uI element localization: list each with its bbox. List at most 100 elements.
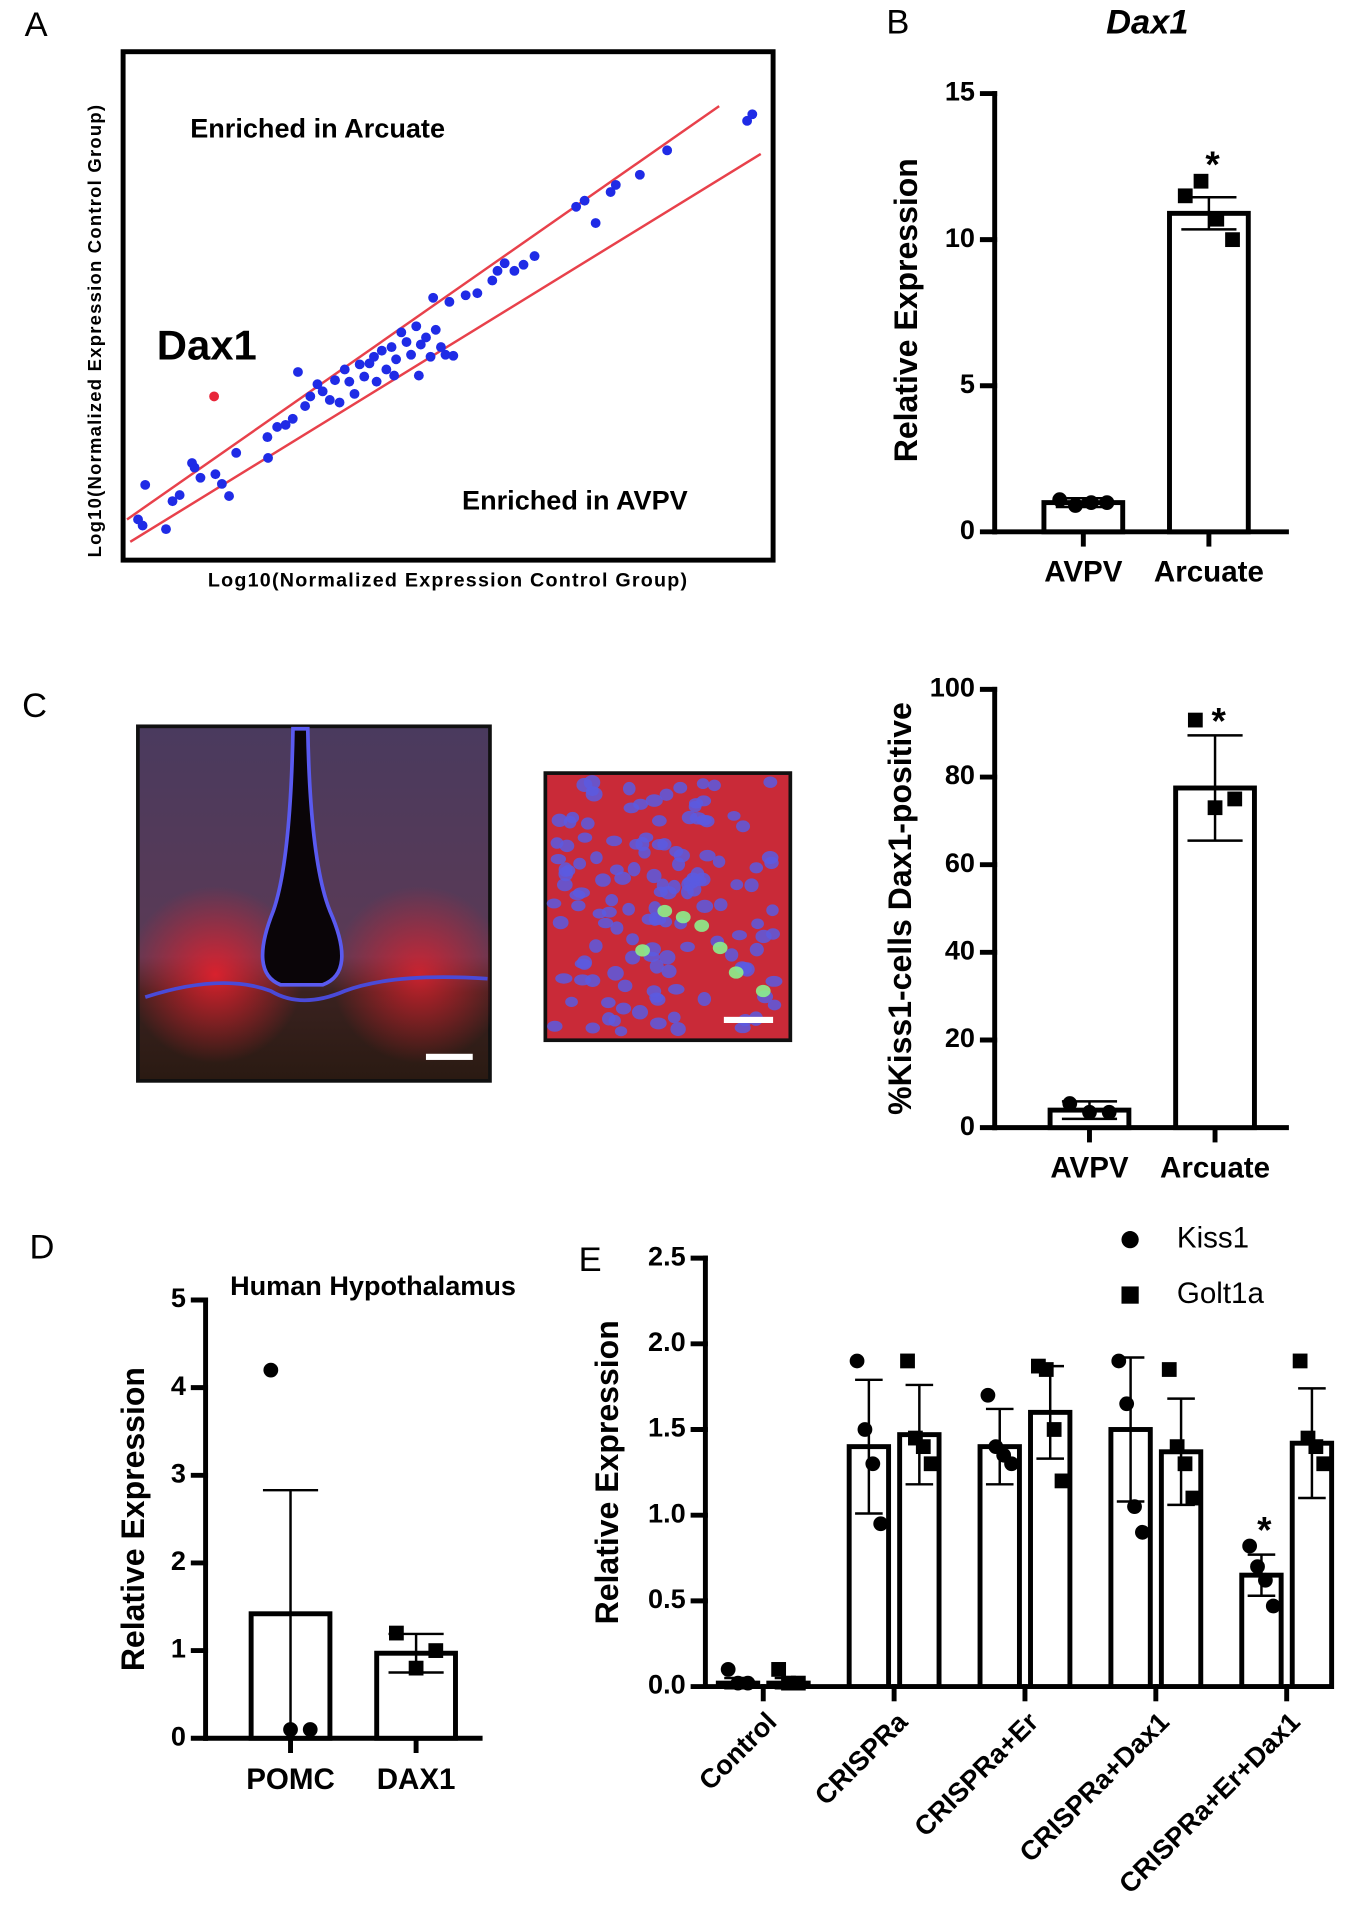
data-point (448, 350, 459, 361)
data-point (579, 195, 590, 206)
data-point (430, 324, 441, 335)
y-tick-label: 0.0 (648, 1669, 686, 1700)
data-point (428, 1643, 444, 1658)
data-point (280, 419, 291, 430)
data-point (915, 1439, 931, 1455)
nucleus (649, 959, 664, 974)
y-tick-label: 0 (171, 1720, 186, 1751)
data-point (499, 258, 510, 269)
labeled-cell (712, 941, 728, 955)
data-point (492, 265, 503, 276)
nucleus (546, 898, 562, 909)
data-point (272, 421, 283, 432)
nucleus (646, 868, 662, 884)
nucleus (629, 839, 643, 850)
nucleus (659, 950, 676, 965)
nucleus (766, 928, 780, 940)
data-point (300, 401, 311, 411)
nucleus (565, 996, 578, 1007)
nucleus (731, 930, 747, 941)
nucleus (749, 862, 764, 874)
nucleus (589, 939, 603, 953)
x-tick-label: AVPV (1044, 555, 1123, 588)
data-point (460, 290, 471, 301)
labeled-cell (635, 944, 650, 957)
data-point (167, 496, 178, 507)
nucleus (707, 779, 721, 792)
data-point (369, 351, 379, 362)
data-point (1101, 1104, 1117, 1120)
data-point (1265, 1598, 1281, 1614)
data-point (771, 1662, 787, 1677)
point-label: Dax1 (157, 321, 257, 368)
y-tick-label: 80 (945, 759, 975, 790)
nucleus (555, 973, 573, 984)
y-tick-label: 3 (171, 1457, 186, 1488)
data-point (1207, 800, 1223, 816)
data-point (415, 339, 426, 350)
significance: * (1212, 701, 1227, 742)
data-point (389, 370, 400, 381)
data-point (371, 376, 382, 387)
data-point (189, 462, 200, 473)
data-point (210, 469, 221, 480)
nucleus (627, 861, 641, 877)
data-point (339, 364, 350, 375)
legend-label: Kiss1 (1177, 1221, 1249, 1254)
y-axis-label: %Kiss1-cells Dax1-positive (882, 702, 918, 1115)
data-point (440, 349, 451, 360)
nucleus (617, 979, 633, 993)
data-point (1316, 1456, 1332, 1472)
data-point (293, 367, 303, 377)
y-tick-label: 60 (945, 847, 975, 878)
x-tick-label: DAX1 (377, 1763, 456, 1796)
data-point (425, 351, 436, 362)
nucleus (661, 964, 677, 979)
nucleus (670, 1022, 686, 1037)
nucleus (653, 886, 668, 898)
data-point (444, 296, 455, 307)
y-tick-label: 1.0 (648, 1497, 686, 1528)
data-point (1068, 498, 1083, 513)
nucleus (622, 902, 635, 916)
data-point (305, 391, 316, 402)
nucleus (761, 851, 779, 865)
nucleus (615, 1002, 632, 1015)
nucleus (552, 915, 569, 930)
data-point (1038, 1362, 1054, 1377)
data-point (571, 201, 582, 212)
data-point (317, 386, 328, 397)
nucleus (765, 975, 783, 987)
data-point (408, 1660, 424, 1676)
data-point (1119, 1396, 1135, 1412)
nucleus (751, 918, 764, 930)
data-point (174, 490, 185, 500)
data-point (740, 1675, 756, 1691)
nucleus (614, 871, 632, 885)
data-point (386, 342, 397, 353)
x-axis-label: Log10(Normalized Expression Control Grou… (208, 569, 689, 591)
nucleus (595, 873, 611, 887)
y-axis-label: Relative Expression (115, 1367, 151, 1671)
nucleus (673, 848, 690, 863)
data-point (413, 370, 424, 381)
data-point (1082, 1104, 1097, 1120)
data-point (376, 345, 387, 356)
data-point (1177, 188, 1193, 204)
nucleus (763, 776, 778, 788)
panel-letter: E (579, 1241, 602, 1279)
nucleus (689, 812, 707, 825)
data-point (224, 491, 234, 501)
data-point (1308, 1439, 1324, 1455)
data-point (263, 453, 273, 463)
data-point (590, 218, 601, 228)
nucleus (571, 900, 586, 912)
data-point (1185, 1490, 1201, 1506)
ventricle (260, 726, 344, 987)
nucleus (749, 942, 764, 957)
data-point (406, 349, 416, 360)
data-point (1169, 1439, 1185, 1455)
data-point (900, 1353, 915, 1369)
data-point (923, 1456, 939, 1472)
